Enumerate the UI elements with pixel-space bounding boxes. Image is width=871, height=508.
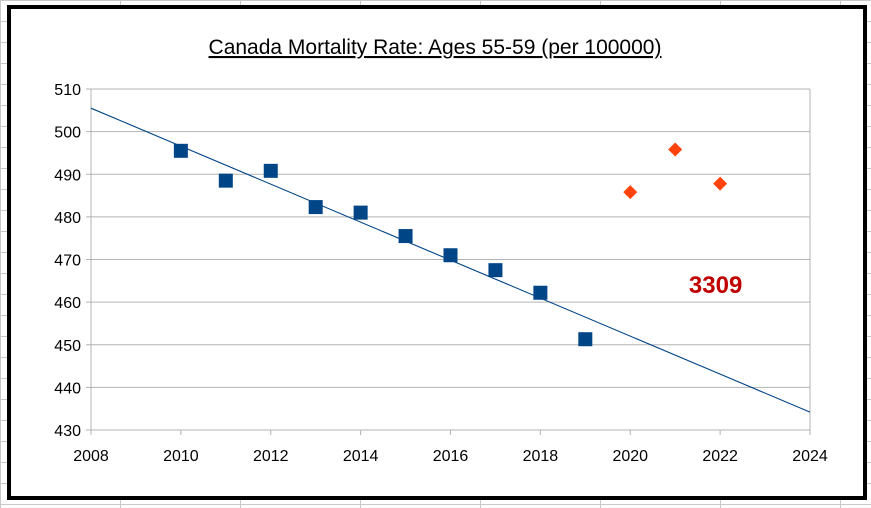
data-points xyxy=(173,142,728,347)
y-tick-label-510: 510 xyxy=(54,82,81,99)
x-tick-label-2008: 2008 xyxy=(73,448,109,465)
y-tick-label-430: 430 xyxy=(54,423,81,440)
gridlines xyxy=(86,88,810,431)
annotation-label-0: 3309 xyxy=(689,272,742,299)
x-axis-ticks: 2008 2010 2012 2014 2016 2018 2020 2022 2024 xyxy=(73,448,828,465)
data-point-square-2010 xyxy=(173,143,188,158)
data-point-square-2014 xyxy=(353,205,368,220)
x-tick-label-2012: 2012 xyxy=(253,448,289,465)
x-tick-label-2010: 2010 xyxy=(163,448,199,465)
data-point-square-2013 xyxy=(308,200,323,215)
y-tick-label-440: 440 xyxy=(54,380,81,397)
y-tick-label-460: 460 xyxy=(54,295,81,312)
y-tick-label-480: 480 xyxy=(54,210,81,227)
x-tick-label-2024: 2024 xyxy=(792,448,828,465)
y-tick-label-450: 450 xyxy=(54,338,81,355)
axes xyxy=(90,89,811,435)
data-point-diamond-2020 xyxy=(623,185,638,200)
data-point-square-2017 xyxy=(488,263,503,278)
data-point-square-2015 xyxy=(398,229,413,244)
data-point-square-2019 xyxy=(578,332,593,347)
data-point-diamond-2021 xyxy=(668,142,683,157)
data-point-square-2012 xyxy=(263,163,278,178)
y-tick-label-490: 490 xyxy=(54,167,81,184)
data-point-square-2011 xyxy=(218,173,233,188)
y-tick-label-470: 470 xyxy=(54,253,81,270)
x-tick-label-2018: 2018 xyxy=(523,448,559,465)
x-tick-label-2016: 2016 xyxy=(433,448,469,465)
x-tick-label-2022: 2022 xyxy=(702,448,738,465)
data-point-diamond-2022 xyxy=(713,176,728,191)
data-point-square-2016 xyxy=(443,248,458,263)
annotations: 3309 xyxy=(689,272,742,299)
chart-title: Canada Mortality Rate: Ages 55-59 (per 1… xyxy=(209,36,662,59)
data-point-square-2018 xyxy=(533,285,548,300)
x-tick-label-2020: 2020 xyxy=(612,448,648,465)
x-tick-label-2014: 2014 xyxy=(343,448,379,465)
y-tick-label-500: 500 xyxy=(54,125,81,142)
y-axis-ticks: 430 440 450 460 470 480 490 500 510 xyxy=(54,82,81,440)
chart-frame xyxy=(7,5,867,500)
